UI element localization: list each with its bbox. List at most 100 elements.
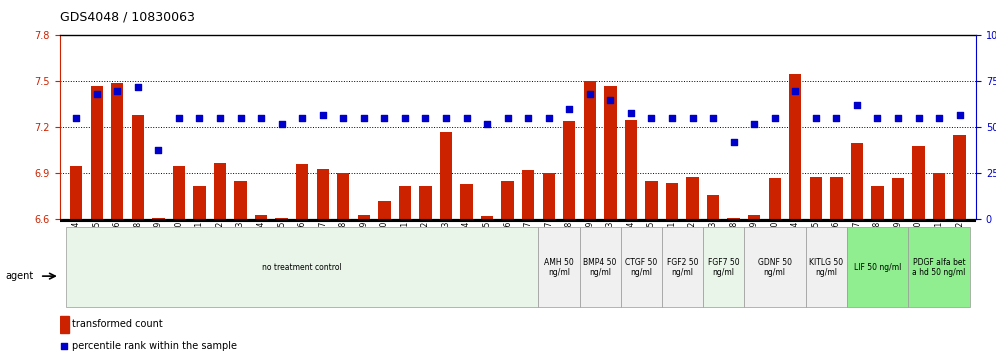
Text: agent: agent	[5, 271, 33, 281]
Bar	[172, 166, 185, 354]
FancyBboxPatch shape	[621, 227, 661, 307]
Point	[890, 115, 906, 121]
Text: PDGF alfa bet
a hd 50 ng/ml: PDGF alfa bet a hd 50 ng/ml	[912, 258, 966, 277]
FancyBboxPatch shape	[703, 227, 744, 307]
Point	[253, 115, 269, 121]
Bar	[460, 184, 473, 354]
Bar	[131, 115, 144, 354]
Point	[870, 115, 885, 121]
Bar	[337, 173, 350, 354]
Point	[356, 115, 372, 121]
Bar	[440, 132, 452, 354]
Point	[458, 115, 474, 121]
Bar	[727, 218, 740, 354]
Bar	[891, 178, 904, 354]
Bar	[419, 186, 431, 354]
Point	[89, 91, 105, 97]
Bar	[769, 178, 781, 354]
Bar	[255, 215, 267, 354]
Point	[212, 115, 228, 121]
Bar	[912, 146, 924, 354]
Point	[931, 115, 947, 121]
FancyBboxPatch shape	[806, 227, 847, 307]
Bar	[851, 143, 864, 354]
Point	[150, 147, 166, 152]
Point	[787, 88, 803, 93]
Bar	[810, 177, 822, 354]
Point	[129, 84, 145, 90]
Bar	[563, 121, 576, 354]
Point	[274, 121, 290, 127]
Point	[849, 103, 865, 108]
Bar	[645, 181, 657, 354]
Text: no treatment control: no treatment control	[262, 263, 342, 272]
Bar	[276, 218, 288, 354]
Text: GDNF 50
ng/ml: GDNF 50 ng/ml	[758, 258, 792, 277]
Bar	[707, 195, 719, 354]
Text: LIF 50 ng/ml: LIF 50 ng/ml	[854, 263, 901, 272]
Point	[479, 121, 495, 127]
Point	[520, 115, 536, 121]
Text: FGF2 50
ng/ml: FGF2 50 ng/ml	[666, 258, 698, 277]
Point	[910, 115, 926, 121]
Bar	[70, 166, 83, 354]
Point	[767, 115, 783, 121]
Point	[500, 115, 516, 121]
Bar	[748, 215, 760, 354]
Point	[622, 110, 638, 115]
Point	[110, 88, 125, 93]
Bar	[398, 186, 411, 354]
Bar	[296, 164, 309, 354]
Point	[582, 91, 598, 97]
Text: transformed count: transformed count	[72, 319, 163, 329]
Text: AMH 50
ng/ml: AMH 50 ng/ml	[544, 258, 574, 277]
Bar	[624, 120, 637, 354]
Point	[397, 115, 413, 121]
Point	[705, 115, 721, 121]
Text: FGF7 50
ng/ml: FGF7 50 ng/ml	[707, 258, 739, 277]
Point	[808, 115, 824, 121]
Point	[562, 106, 578, 112]
FancyBboxPatch shape	[661, 227, 703, 307]
FancyBboxPatch shape	[66, 227, 539, 307]
Point	[69, 115, 85, 121]
Point	[951, 112, 967, 118]
Bar	[358, 215, 370, 354]
Point	[684, 115, 700, 121]
Bar	[317, 169, 329, 354]
Text: KITLG 50
ng/ml: KITLG 50 ng/ml	[809, 258, 844, 277]
Point	[603, 97, 619, 103]
Point	[191, 115, 207, 121]
Bar	[152, 218, 164, 354]
Bar	[605, 86, 617, 354]
Point	[336, 115, 352, 121]
FancyBboxPatch shape	[539, 227, 580, 307]
Text: GDS4048 / 10830063: GDS4048 / 10830063	[60, 11, 194, 24]
Point	[541, 115, 557, 121]
Bar	[584, 81, 596, 354]
Bar	[112, 83, 124, 354]
Point	[643, 115, 659, 121]
Point	[233, 115, 249, 121]
Bar	[666, 183, 678, 354]
Bar	[91, 86, 103, 354]
FancyBboxPatch shape	[744, 227, 806, 307]
Bar	[933, 173, 945, 354]
Text: CTGF 50
ng/ml: CTGF 50 ng/ml	[625, 258, 657, 277]
Point	[829, 115, 845, 121]
Bar	[481, 216, 493, 354]
Bar	[522, 170, 535, 354]
Point	[294, 115, 310, 121]
Bar	[543, 173, 555, 354]
Bar	[378, 201, 390, 354]
Bar	[872, 186, 883, 354]
Point	[746, 121, 762, 127]
Point	[726, 139, 742, 145]
Bar	[686, 177, 699, 354]
Bar	[193, 186, 205, 354]
Point	[664, 115, 680, 121]
Point	[342, 253, 358, 258]
Bar	[60, 316, 69, 333]
Point	[376, 115, 392, 121]
Text: BMP4 50
ng/ml: BMP4 50 ng/ml	[584, 258, 617, 277]
